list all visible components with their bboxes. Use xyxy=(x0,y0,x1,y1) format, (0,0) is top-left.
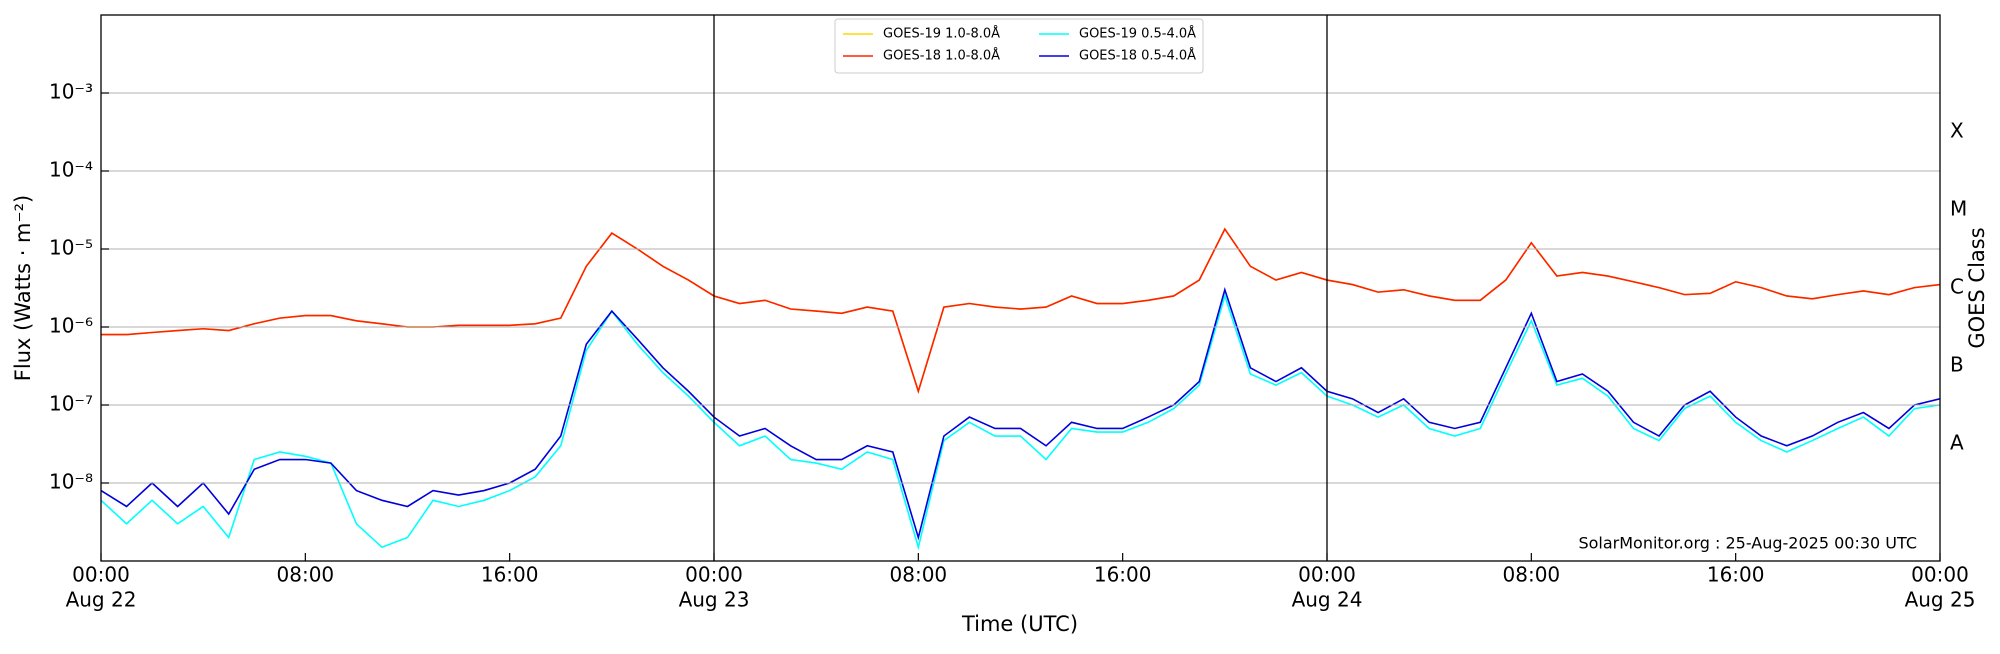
y-tick-label: 10⁻⁴ xyxy=(49,158,93,182)
class-label: C xyxy=(1950,275,1964,299)
x-tick-label: 16:00 xyxy=(481,563,539,587)
y-tick-label: 10⁻⁶ xyxy=(49,314,93,338)
class-label: B xyxy=(1950,353,1964,377)
x-tick-label: 00:00 xyxy=(685,563,743,587)
x-tick-label: 00:00 xyxy=(72,563,130,587)
x-tick-label: 16:00 xyxy=(1707,563,1765,587)
x-tick-label: 08:00 xyxy=(890,563,948,587)
x-tick-date: Aug 23 xyxy=(679,588,750,612)
x-tick-date: Aug 25 xyxy=(1905,588,1976,612)
legend-label: GOES-19 0.5-4.0Å xyxy=(1079,26,1196,42)
legend-label: GOES-19 1.0-8.0Å xyxy=(883,26,1000,42)
x-tick-label: 16:00 xyxy=(1094,563,1152,587)
legend-box xyxy=(834,18,1204,74)
plot-lines xyxy=(101,227,1940,551)
y-axis-label: Flux (Watts · m⁻²) xyxy=(11,195,35,381)
legend-label: GOES-18 1.0-8.0Å xyxy=(883,48,1000,64)
class-label: A xyxy=(1950,431,1964,455)
x-tick-date: Aug 22 xyxy=(66,588,137,612)
x-tick-label: 00:00 xyxy=(1298,563,1356,587)
series-line xyxy=(101,293,1940,551)
class-label: M xyxy=(1950,197,1967,221)
legend-label: GOES-18 0.5-4.0Å xyxy=(1079,48,1196,64)
y2-axis-label: GOES Class xyxy=(1965,227,1989,348)
class-label: X xyxy=(1950,119,1964,143)
series-line xyxy=(101,227,1940,394)
x-tick-label: 00:00 xyxy=(1911,563,1969,587)
y-tick-label: 10⁻⁵ xyxy=(49,236,93,260)
x-tick-label: 08:00 xyxy=(1503,563,1561,587)
series-line xyxy=(101,287,1940,541)
y-tick-label: 10⁻⁷ xyxy=(49,392,93,416)
x-tick-label: 08:00 xyxy=(277,563,335,587)
x-axis-label: Time (UTC) xyxy=(961,612,1078,636)
series-line xyxy=(101,227,1940,394)
x-tick-date: Aug 24 xyxy=(1292,588,1363,612)
y-tick-label: 10⁻³ xyxy=(49,80,93,104)
plot-frame xyxy=(100,14,1941,562)
watermark: SolarMonitor.org : 25-Aug-2025 00:30 UTC xyxy=(1578,534,1917,553)
y-tick-label: 10⁻⁸ xyxy=(49,470,93,494)
